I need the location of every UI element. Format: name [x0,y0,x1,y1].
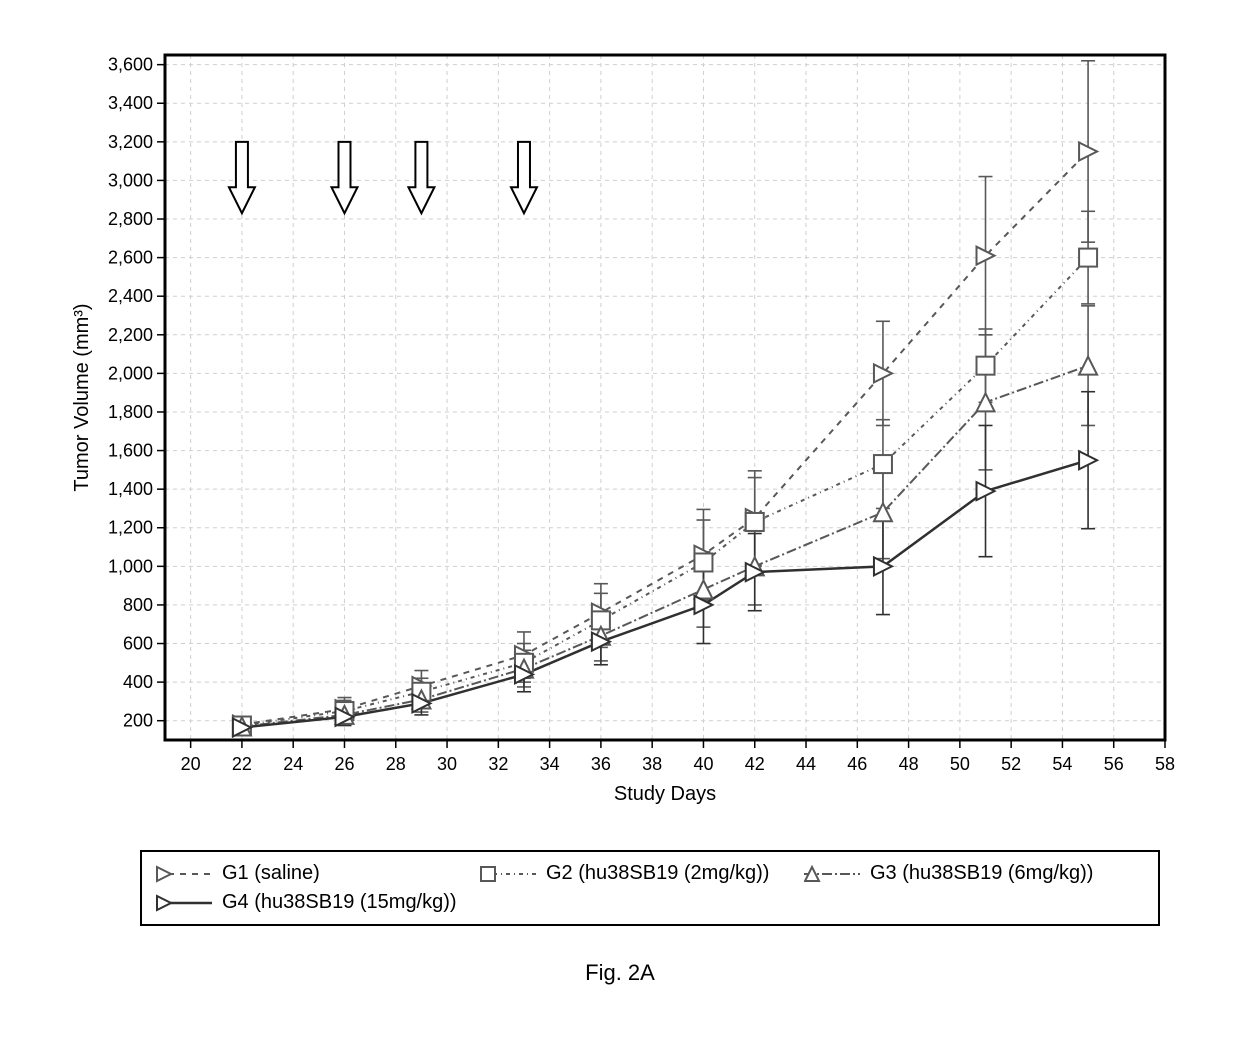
svg-text:40: 40 [693,754,713,774]
legend-item-g1: G1 (saline) [156,862,456,885]
svg-text:400: 400 [123,672,153,692]
svg-text:3,000: 3,000 [108,170,153,190]
legend-item-g4: G4 (hu38SB19 (15mg/kg)) [156,891,457,914]
svg-text:20: 20 [181,754,201,774]
svg-text:24: 24 [283,754,303,774]
svg-text:50: 50 [950,754,970,774]
svg-text:46: 46 [847,754,867,774]
legend-swatch [156,864,212,884]
svg-text:3,200: 3,200 [108,132,153,152]
svg-text:2,800: 2,800 [108,209,153,229]
svg-text:58: 58 [1155,754,1175,774]
legend-label: G2 (hu38SB19 (2mg/kg)) [546,862,769,885]
svg-text:32: 32 [488,754,508,774]
legend-label: G3 (hu38SB19 (6mg/kg)) [870,862,1093,885]
svg-text:1,800: 1,800 [108,402,153,422]
svg-text:38: 38 [642,754,662,774]
legend-item-g3: G3 (hu38SB19 (6mg/kg)) [804,862,1104,885]
legend-label: G4 (hu38SB19 (15mg/kg)) [222,891,457,914]
svg-text:34: 34 [540,754,560,774]
legend-label: G1 (saline) [222,862,320,885]
svg-text:2,200: 2,200 [108,325,153,345]
legend-swatch [480,864,536,884]
svg-text:1,400: 1,400 [108,479,153,499]
svg-text:56: 56 [1104,754,1124,774]
svg-text:42: 42 [745,754,765,774]
svg-text:2,400: 2,400 [108,286,153,306]
svg-text:600: 600 [123,634,153,654]
svg-text:54: 54 [1052,754,1072,774]
svg-text:36: 36 [591,754,611,774]
figure-caption: Fig. 2A [0,960,1240,986]
svg-text:Tumor Volume (mm³): Tumor Volume (mm³) [71,303,93,491]
svg-text:1,000: 1,000 [108,556,153,576]
svg-text:200: 200 [123,711,153,731]
svg-text:26: 26 [334,754,354,774]
svg-text:Study Days: Study Days [614,783,716,805]
legend-swatch [804,864,860,884]
legend: G1 (saline) G2 (hu38SB19 (2mg/kg)) G3 (hu3… [140,850,1160,926]
svg-text:28: 28 [386,754,406,774]
svg-text:1,600: 1,600 [108,441,153,461]
legend-item-g2: G2 (hu38SB19 (2mg/kg)) [480,862,780,885]
svg-text:3,400: 3,400 [108,93,153,113]
svg-text:2,000: 2,000 [108,363,153,383]
svg-text:52: 52 [1001,754,1021,774]
svg-text:2,600: 2,600 [108,248,153,268]
tumor-volume-chart: 20 22 24 26 28 30 32 34 36 38 40 42 44 46 48 50 52 54 56 58… [60,40,1180,820]
chart-svg: 20 22 24 26 28 30 32 34 36 38 40 42 44 46 48 50 52 54 56 58… [60,40,1180,820]
svg-text:48: 48 [899,754,919,774]
svg-text:22: 22 [232,754,252,774]
legend-swatch [156,893,212,913]
svg-text:30: 30 [437,754,457,774]
svg-text:800: 800 [123,595,153,615]
svg-text:1,200: 1,200 [108,518,153,538]
page: 20 22 24 26 28 30 32 34 36 38 40 42 44 46 48 50 52 54 56 58… [0,0,1240,1048]
svg-text:44: 44 [796,754,816,774]
svg-text:3,600: 3,600 [108,55,153,75]
